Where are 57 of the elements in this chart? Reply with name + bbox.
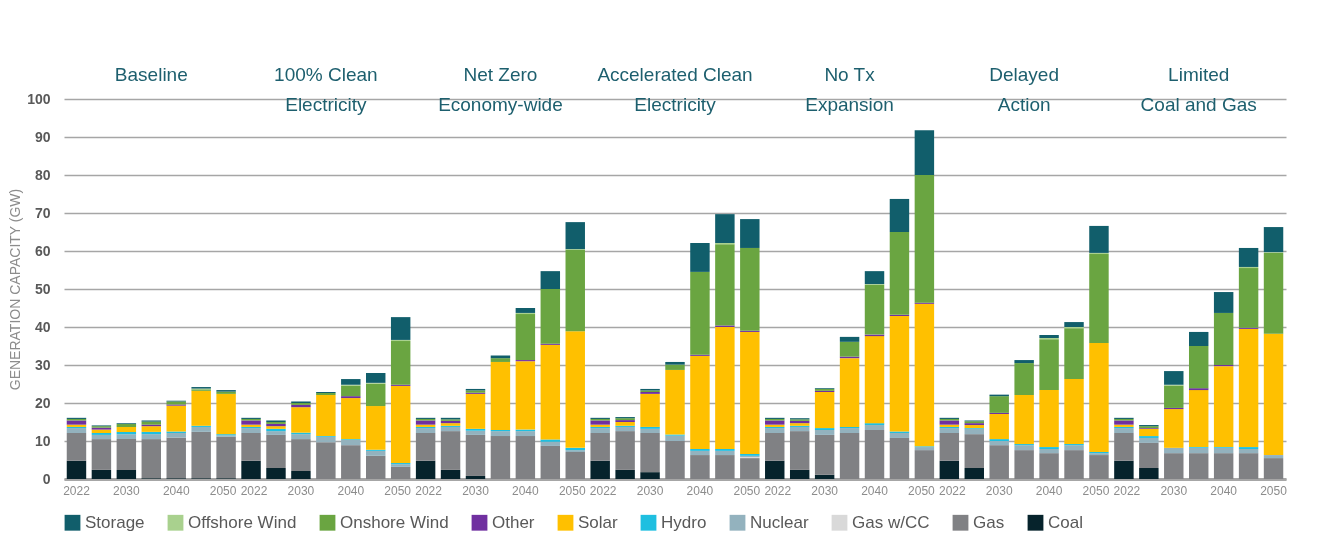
x-tick-label: 2022 <box>240 483 268 498</box>
legend-label: Gas <box>973 512 1005 532</box>
legend-label: Onshore Wind <box>340 512 449 532</box>
x-tick-label: 2050 <box>908 483 936 498</box>
x-tick-label: 2030 <box>1160 483 1188 498</box>
x-tick-label: 2022 <box>589 483 617 498</box>
legend-label: Other <box>492 512 535 532</box>
y-tick-label: 0 <box>42 470 51 487</box>
annotation: Limited Coal and Gas <box>1140 64 1257 115</box>
x-tick-label: 2030 <box>462 483 490 498</box>
x-tick-label: 2040 <box>337 483 365 498</box>
y-tick-label: 80 <box>34 166 51 183</box>
y-tick-label: 30 <box>34 356 51 373</box>
x-tick-label: 2022 <box>415 483 443 498</box>
x-tick-label: 2030 <box>811 483 839 498</box>
annotation: Accelerated Clean Electricity <box>597 64 753 115</box>
legend-label: Offshore Wind <box>188 512 297 532</box>
x-tick-label: 2030 <box>985 483 1013 498</box>
y-tick-label: 60 <box>34 242 51 259</box>
x-tick-label: 2030 <box>113 483 141 498</box>
text: Baseline <box>114 64 188 85</box>
y-tick-label: 40 <box>34 318 51 335</box>
y-tick-label: 70 <box>34 204 51 221</box>
legend-label: Nuclear <box>750 512 809 532</box>
y-axis-title: GENERATION CAPACITY (GW) <box>7 188 24 391</box>
x-tick-label: 2040 <box>861 483 889 498</box>
x-tick-label: 2050 <box>558 483 586 498</box>
x-tick-label: 2030 <box>287 483 315 498</box>
x-tick-label: 2050 <box>1082 483 1110 498</box>
y-tick-label: 20 <box>34 394 51 411</box>
annotation: Delayed Action <box>989 64 1059 115</box>
x-tick-label: 2050 <box>1260 483 1288 498</box>
x-tick-label: 2022 <box>764 483 792 498</box>
x-tick-label: 2022 <box>938 483 966 498</box>
x-tick-label: 2040 <box>162 483 190 498</box>
x-tick-label: 2040 <box>512 483 540 498</box>
x-tick-label: 2050 <box>733 483 761 498</box>
legend-label: Gas w/CC <box>852 512 930 532</box>
annotation: Net Zero Economy-wide <box>438 64 563 115</box>
x-tick-label: 2040 <box>1035 483 1063 498</box>
legend-label: Solar <box>578 512 619 532</box>
annotation: No Tx Expansion <box>805 64 894 115</box>
annotation: 100% Clean Electricity <box>274 64 378 115</box>
y-tick-label: 90 <box>34 128 51 145</box>
x-tick-label: 2050 <box>209 483 237 498</box>
y-tick-label: 100 <box>27 90 51 107</box>
y-tick-label: 50 <box>34 280 51 297</box>
legend-label: Hydro <box>661 512 707 532</box>
legend-label: Storage <box>85 512 145 532</box>
x-tick-label: 2040 <box>686 483 714 498</box>
x-tick-label: 2050 <box>384 483 412 498</box>
x-tick-label: 2022 <box>63 483 91 498</box>
x-tick-label: 2040 <box>1210 483 1238 498</box>
x-tick-label: 2030 <box>636 483 664 498</box>
x-tick-label: 2022 <box>1113 483 1141 498</box>
legend-label: Coal <box>1048 512 1083 532</box>
y-tick-label: 10 <box>34 432 51 449</box>
